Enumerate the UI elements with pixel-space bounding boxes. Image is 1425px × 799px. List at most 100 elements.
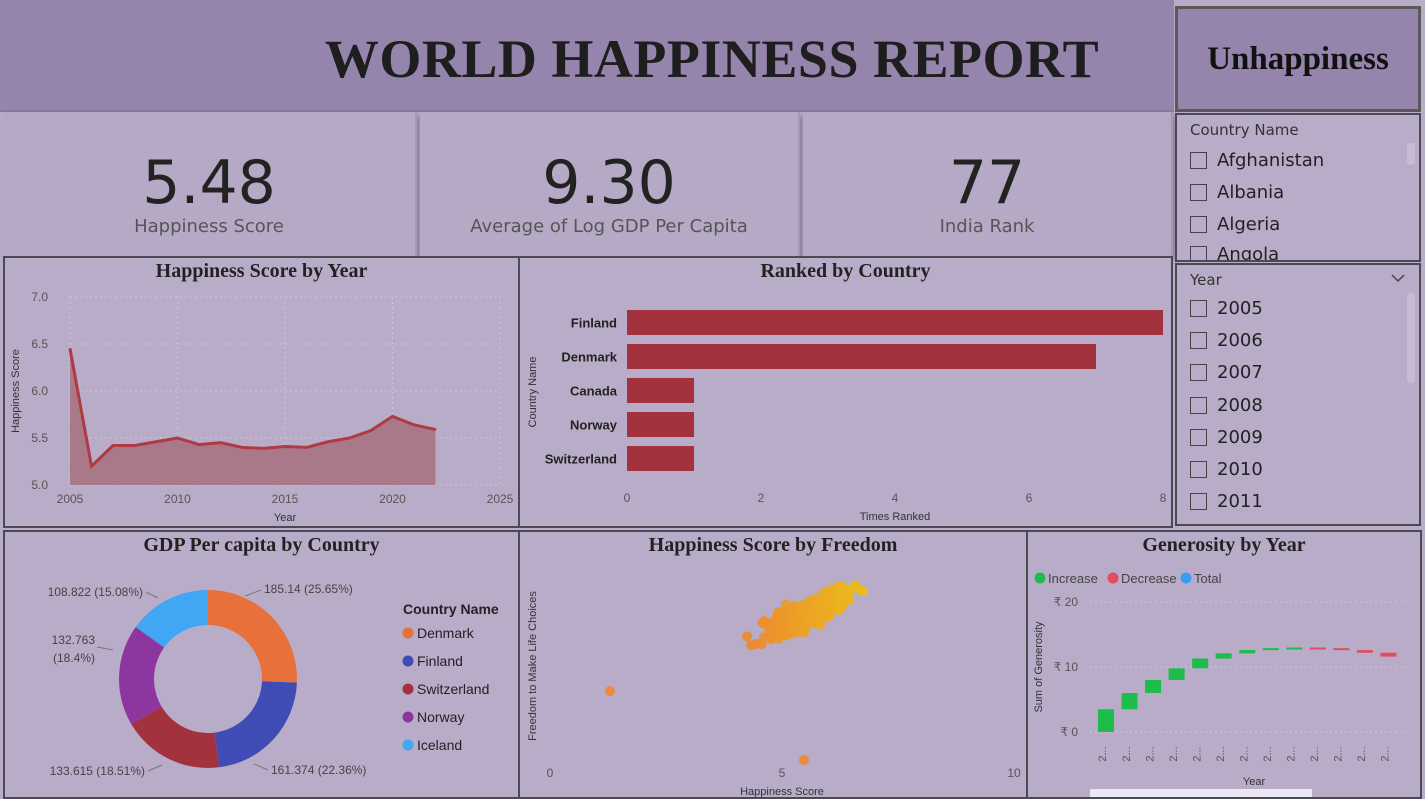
year-slicer-header: Year [1190, 271, 1222, 289]
slice-label: 133.615 (18.51%) [50, 764, 145, 778]
x-tick-label: 2005 [57, 492, 84, 506]
data-point [305, 446, 308, 449]
slice-label: 185.14 (25.65%) [264, 582, 353, 596]
country-option[interactable]: Albania [1190, 179, 1284, 205]
checkbox[interactable] [1190, 183, 1207, 201]
checkbox[interactable] [1190, 331, 1207, 349]
year-option[interactable]: 2006 [1190, 327, 1263, 353]
checkbox[interactable] [1190, 492, 1207, 510]
chart-title: Generosity by Year [1142, 534, 1306, 556]
bar [627, 310, 1163, 335]
legend-item: Denmark [417, 625, 475, 641]
checkbox[interactable] [1190, 428, 1207, 446]
x-tick-label: 2... [1097, 746, 1109, 761]
data-point [327, 440, 329, 443]
unhappiness-button[interactable]: Unhappiness [1175, 6, 1421, 112]
bar [627, 378, 694, 403]
bar [627, 446, 694, 471]
scatter-point [802, 599, 813, 610]
waterfall-bar [1145, 680, 1162, 693]
happiness-by-freedom-chart[interactable]: 0 5 10 Happiness Score Freedom to Make Life … [520, 532, 1026, 797]
data-point [241, 446, 243, 449]
data-point [348, 437, 351, 439]
checkbox[interactable] [1190, 460, 1207, 478]
x-tick-label: 10 [1007, 766, 1021, 780]
legend-item: Finland [417, 653, 463, 669]
y-tick-label: ₹ 20 [1054, 595, 1079, 609]
year-slicer-scrollbar[interactable] [1407, 293, 1415, 383]
leader-line [244, 589, 262, 597]
data-point [391, 415, 394, 418]
generosity-by-year-chart[interactable]: Increase Decrease Total ₹ 0 ₹ 10 ₹ 20 2... 2...… [1028, 532, 1420, 797]
legend-marker [402, 655, 414, 667]
chart-title: Happiness Score by Freedom [648, 534, 898, 556]
scatter-point [826, 602, 837, 613]
scatter-point [834, 604, 845, 615]
category-label: Finland [571, 316, 617, 331]
y-tick-label: ₹ 10 [1054, 660, 1079, 674]
ranked-by-country-panel: Ranked by Country Finland Denmark Canada No… [518, 256, 1173, 528]
data-point [155, 440, 157, 443]
year-option[interactable]: 2011 [1190, 488, 1263, 514]
scatter-point [777, 607, 788, 618]
gdp-by-country-chart[interactable]: 185.14 (25.65%) 161.374 (22.36%) 133.615 (… [5, 532, 518, 797]
bar [627, 344, 1096, 369]
donut-slice [118, 627, 165, 725]
checkbox[interactable] [1190, 215, 1207, 233]
year-option[interactable]: 2007 [1190, 359, 1263, 385]
year-option[interactable]: 2005 [1190, 295, 1263, 321]
country-option[interactable]: Angola [1190, 241, 1279, 260]
legend-marker [402, 627, 414, 639]
waterfall-bar [1192, 658, 1209, 669]
kpi-value: 5.48 [142, 148, 276, 218]
country-option[interactable]: Afghanistan [1190, 147, 1324, 173]
year-option[interactable]: 2008 [1190, 392, 1263, 418]
scatter-point [776, 620, 787, 631]
legend-marker [402, 683, 414, 695]
data-point [198, 443, 200, 446]
x-tick-label: 2020 [379, 492, 406, 506]
y-tick-label: ₹ 0 [1060, 725, 1078, 739]
checkbox[interactable] [1190, 396, 1207, 414]
country-option[interactable]: Algeria [1190, 211, 1280, 237]
y-tick-label: 7.0 [31, 290, 48, 304]
waterfall-bar [1333, 648, 1350, 651]
x-tick-label: 2... [1215, 746, 1227, 761]
year-option[interactable]: 2009 [1190, 424, 1263, 450]
year-option[interactable]: 2010 [1190, 456, 1263, 482]
slice-label: 132.763 [52, 633, 96, 647]
legend-marker [1107, 572, 1119, 584]
waterfall-bar [1309, 647, 1326, 650]
checkbox[interactable] [1190, 363, 1207, 381]
chart-title: Happiness Score by Year [155, 260, 368, 282]
x-tick-label: 2... [1333, 746, 1345, 761]
checkbox[interactable] [1190, 299, 1207, 317]
scatter-point [742, 631, 753, 642]
y-axis-label: Happiness Score [10, 349, 22, 433]
x-tick-label: 2... [1262, 746, 1274, 761]
gdp-by-country-panel: GDP Per capita by Country 185.14 (25.65%… [3, 530, 520, 799]
waterfall-bar [1380, 652, 1397, 657]
checkbox[interactable] [1190, 151, 1207, 169]
x-tick-label: 2... [1238, 746, 1250, 761]
scatter-points [605, 580, 868, 765]
kpi-value: 77 [948, 148, 1026, 218]
y-tick-label: 6.0 [31, 384, 48, 398]
checkbox[interactable] [1190, 245, 1207, 260]
chart-title: GDP Per capita by Country [143, 534, 380, 556]
ranked-by-country-chart[interactable]: Finland Denmark Canada Norway Switzerland 0 2 4… [520, 258, 1171, 526]
country-slicer-scrollbar[interactable] [1407, 143, 1415, 165]
legend-marker [402, 711, 414, 723]
x-tick-label: 0 [624, 491, 631, 505]
chart-title: Ranked by Country [760, 260, 931, 282]
chevron-down-icon[interactable] [1391, 273, 1405, 283]
x-tick-label: 2... [1356, 746, 1368, 761]
waterfall-bar [1215, 653, 1232, 659]
x-tick-label: 2... [1144, 746, 1156, 761]
scatter-point [837, 587, 848, 598]
x-tick-label: 0 [547, 766, 554, 780]
year-slicer: Year 2005 2006 2007 2008 2009 2010 2011 [1175, 263, 1421, 526]
scatter-point [850, 580, 861, 591]
kpi-card-india-rank: 77 India Rank [803, 112, 1173, 256]
